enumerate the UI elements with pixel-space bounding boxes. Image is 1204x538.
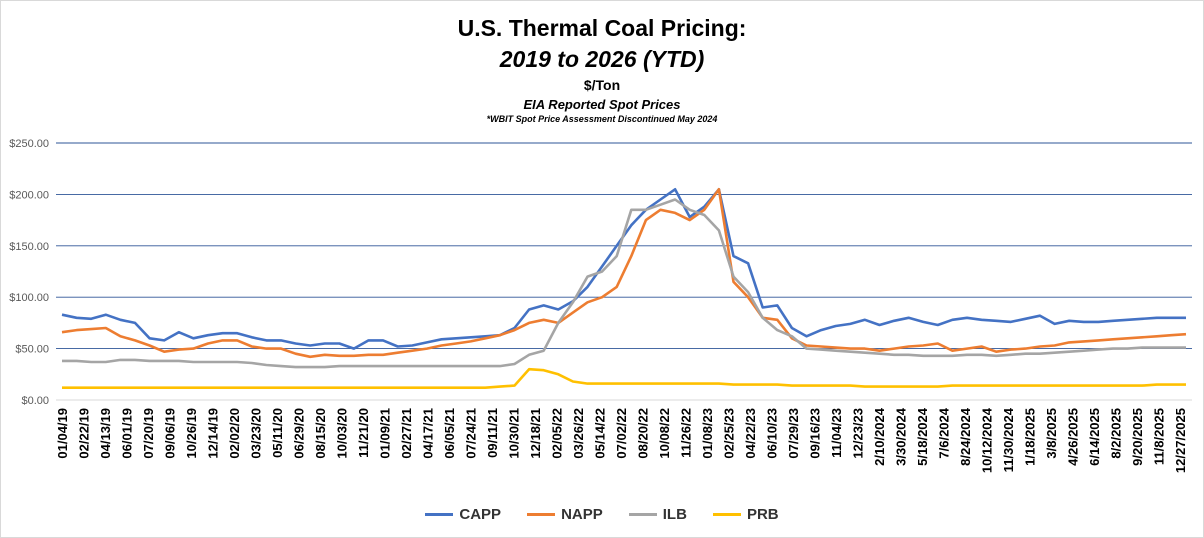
x-tick-label: 10/26/19 [184, 408, 199, 459]
x-tick-label: 7/6/2024 [937, 407, 952, 458]
x-tick-label: 11/04/23 [829, 408, 844, 458]
legend: CAPP NAPP ILB PRB [0, 506, 1204, 523]
y-tick-label: $200.00 [9, 189, 49, 201]
x-tick-label: 08/15/20 [313, 408, 328, 459]
x-tick-label: 02/22/19 [77, 408, 92, 459]
legend-swatch [425, 513, 454, 516]
x-tick-label: 04/22/23 [743, 408, 758, 459]
x-tick-label: 10/08/22 [657, 408, 672, 459]
x-tick-label: 06/05/21 [442, 408, 457, 459]
legend-item-ilb: ILB [628, 506, 687, 523]
x-tick-label: 06/01/19 [120, 408, 135, 459]
x-tick-label: 9/20/2025 [1130, 408, 1145, 466]
x-tick-label: 06/10/23 [765, 408, 780, 459]
x-tick-label: 11/26/22 [679, 408, 694, 458]
x-tick-label: 3/30/2024 [894, 407, 909, 466]
x-tick-label: 4/26/2025 [1066, 408, 1081, 466]
x-tick-label: 05/14/22 [593, 408, 608, 459]
x-tick-label: 12/27/2025 [1173, 408, 1188, 473]
x-tick-label: 12/18/21 [528, 408, 543, 459]
x-tick-label: 3/8/2025 [1044, 408, 1059, 459]
x-tick-label: 03/23/20 [249, 408, 264, 459]
x-tick-label: 07/02/22 [614, 408, 629, 459]
legend-label: CAPP [459, 506, 502, 523]
legend-item-napp: NAPP [527, 506, 603, 523]
x-tick-label: 10/12/2024 [980, 407, 995, 473]
x-tick-label: 5/18/2024 [915, 407, 930, 466]
x-tick-label: 12/14/19 [206, 408, 221, 459]
x-tick-label: 06/29/20 [292, 408, 307, 459]
x-tick-label: 07/24/21 [464, 408, 479, 459]
x-tick-label: 12/23/23 [851, 408, 866, 459]
x-tick-label: 04/17/21 [421, 408, 436, 459]
x-tick-label: 11/8/2025 [1152, 408, 1167, 465]
x-tick-label: 11/21/20 [356, 408, 371, 458]
x-tick-label: 01/09/21 [378, 408, 393, 459]
x-tick-label: 02/27/21 [399, 408, 414, 459]
series-line-napp [61, 188, 1187, 359]
x-tick-label: 07/20/19 [141, 408, 156, 459]
y-tick-label: $0.00 [21, 395, 49, 407]
x-tick-label: 05/11/20 [270, 408, 285, 458]
y-tick-label: $150.00 [9, 241, 49, 253]
legend-swatch [527, 513, 556, 516]
x-tick-label: 04/13/19 [98, 408, 113, 459]
y-tick-label: $50.00 [15, 344, 49, 356]
series-line-prb [62, 367, 1186, 390]
legend-item-prb: PRB [712, 506, 779, 523]
x-tick-label: 8/2/2025 [1109, 408, 1124, 459]
legend-label: PRB [746, 506, 779, 523]
x-tick-label: 01/04/19 [55, 408, 70, 459]
x-tick-label: 09/16/23 [808, 408, 823, 459]
chart-title: U.S. Thermal Coal Pricing: [457, 15, 747, 41]
x-tick-label: 03/26/22 [571, 408, 586, 459]
x-tick-label: 01/08/23 [700, 408, 715, 459]
x-tick-label: 02/05/22 [550, 408, 565, 459]
x-tick-label: 07/29/23 [786, 408, 801, 459]
x-tick-label: 10/03/20 [335, 408, 350, 459]
x-tick-label: 2/10/2024 [872, 407, 887, 466]
x-tick-label: 09/11/21 [485, 408, 500, 458]
legend-label: ILB [662, 506, 687, 523]
x-tick-label: 09/06/19 [163, 408, 178, 459]
x-tick-label: 8/24/2024 [958, 407, 973, 466]
x-tick-label: 1/18/2025 [1023, 408, 1038, 466]
chart-subtitle: 2019 to 2026 (YTD) [499, 46, 705, 72]
series-line-ilb [62, 198, 1186, 369]
y-tick-label: $100.00 [9, 292, 49, 304]
x-tick-label: 10/30/21 [507, 408, 522, 459]
footnote: *WBIT Spot Price Assessment Discontinued… [486, 114, 718, 124]
x-tick-label: 08/20/22 [636, 408, 651, 459]
unit-label: $/Ton [583, 77, 621, 93]
x-tick-label: 11/30/2024 [1001, 407, 1016, 472]
legend-label: NAPP [561, 506, 603, 523]
legend-swatch [628, 513, 657, 516]
x-tick-label: 02/02/20 [227, 408, 242, 459]
x-tick-label: 6/14/2025 [1087, 408, 1102, 466]
legend-swatch [712, 513, 741, 516]
legend-item-capp: CAPP [425, 506, 501, 523]
x-tick-label: 02/25/23 [722, 408, 737, 459]
y-tick-label: $250.00 [9, 138, 49, 150]
source-label: EIA Reported Spot Prices [523, 97, 681, 112]
